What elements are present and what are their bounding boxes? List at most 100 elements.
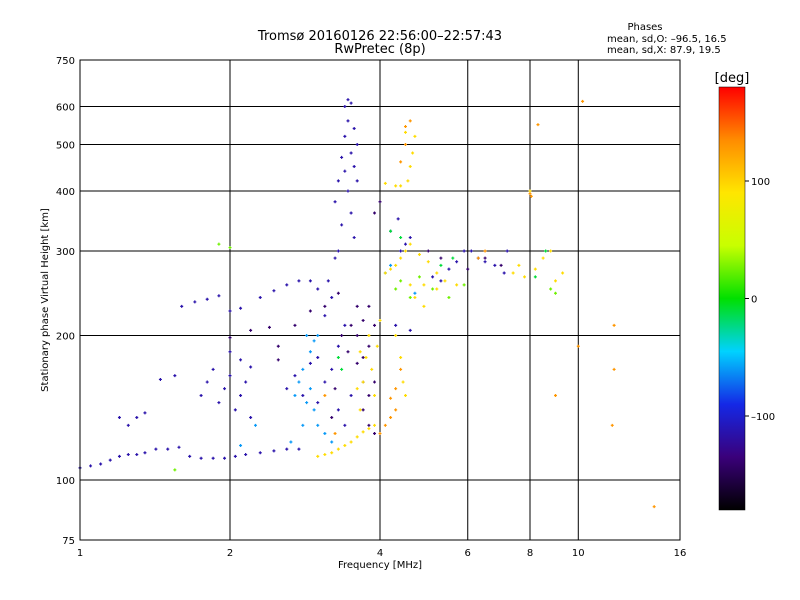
data-point [301,394,305,398]
data-point [355,361,359,365]
data-point [343,105,347,109]
data-point [483,256,487,260]
data-point [258,296,262,300]
data-point [336,291,340,295]
data-point [272,289,276,293]
data-point [394,323,398,327]
data-point [413,296,417,300]
data-point [408,236,412,240]
data-point [462,249,466,253]
data-point [439,263,443,267]
data-point [408,242,412,246]
data-point [272,449,276,453]
data-point [333,256,337,260]
data-point [305,401,309,405]
data-point [396,217,400,221]
data-point [285,283,289,287]
data-point [199,456,203,460]
data-point [323,314,327,318]
data-point [426,260,430,264]
data-point [316,423,320,427]
data-point [399,367,403,371]
data-point [439,279,443,283]
data-point [399,249,403,253]
data-point [297,380,301,384]
data-point [297,279,301,283]
data-point [483,249,487,253]
data-point [612,367,616,371]
data-point [323,394,327,398]
data-point [426,249,430,253]
data-point [343,134,347,138]
data-point [383,271,387,275]
data-point [536,123,540,127]
data-point [301,423,305,427]
data-point [533,267,537,271]
data-point [293,374,297,378]
data-point [333,387,337,391]
data-point [373,432,377,436]
data-point [340,223,344,227]
data-points [78,98,656,509]
data-point [370,367,374,371]
data-point [336,344,340,348]
data-point [217,401,221,405]
data-point [126,453,130,457]
data-point [323,304,327,308]
x-tick-label: 8 [527,548,533,559]
data-point [455,283,459,287]
data-point [541,256,545,260]
data-point [549,287,553,291]
data-point [308,309,312,313]
data-point [443,279,447,283]
data-point [330,296,334,300]
data-point [158,377,162,381]
data-point [228,374,232,378]
data-point [431,287,435,291]
data-point [228,246,232,250]
data-point [333,432,337,436]
data-point [308,361,312,365]
data-point [336,355,340,359]
data-point [228,336,232,340]
x-axis: 1 2 4 6 8 10 16 [77,548,687,559]
x-tick-label: 4 [377,548,383,559]
data-point [502,271,506,275]
data-point [293,323,297,327]
data-point [276,358,280,362]
y-tick-label: 75 [62,536,75,547]
data-point [289,440,293,444]
data-point [394,387,398,391]
data-point [403,130,407,134]
data-point [529,194,533,198]
data-point [126,423,130,427]
data-point [361,408,365,412]
data-point [378,318,382,322]
y-tick-label: 400 [56,187,75,198]
data-point [346,98,350,102]
data-point [361,318,365,322]
data-point [330,440,334,444]
data-point [340,155,344,159]
data-point [389,415,393,419]
data-point [408,119,412,123]
x-tick-label: 16 [674,548,687,559]
data-point [469,249,473,253]
data-point [417,275,421,279]
data-point [244,380,248,384]
data-point [217,294,221,298]
data-point [435,287,439,291]
data-point [323,432,327,436]
data-point [373,423,377,427]
data-point [258,451,262,455]
data-point [316,454,320,458]
data-point [316,287,320,291]
phases-stats-x: mean, sd,X: 87.9, 19.5 [607,45,721,56]
data-point [239,444,243,448]
data-point [249,415,253,419]
data-point [375,344,379,348]
data-point [244,453,248,457]
data-point [355,143,359,147]
data-point [349,394,353,398]
data-point [173,468,177,472]
